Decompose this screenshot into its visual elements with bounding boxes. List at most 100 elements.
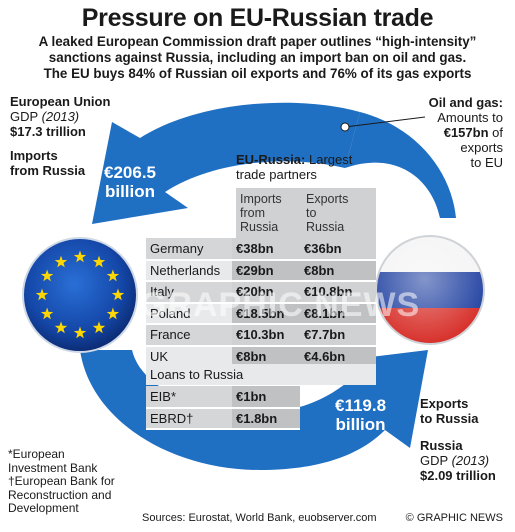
eu-star-icon — [54, 255, 68, 268]
eu-flag-icon — [22, 237, 138, 353]
eu-star-icon — [35, 288, 49, 301]
table-row: France €10.3bn €7.7bn — [146, 324, 376, 347]
imports-cell: €8bn — [232, 345, 300, 368]
col-header-imports-text-3: Russia — [240, 220, 279, 234]
oil-gas-info: Oil and gas: Amounts to €157bn of export… — [429, 95, 503, 170]
exports-cell: €10.8bn — [300, 281, 376, 304]
loans-table: EIB* €1bn EBRD† €1.8bn — [146, 386, 300, 430]
col-header-imports-text-2: from — [240, 206, 265, 220]
table-title-line-2: trade partners — [236, 167, 317, 182]
country-cell: Poland — [146, 302, 232, 325]
footnotes: *European Investment Bank †European Bank… — [8, 447, 115, 516]
eu-gdp-year: (2013) — [41, 109, 80, 124]
eu-star-icon — [92, 255, 106, 268]
imports-label-line-2: from Russia — [10, 163, 86, 178]
eu-name: European Union — [10, 94, 111, 109]
eu-star-icon — [111, 288, 125, 301]
russia-name: Russia — [420, 438, 463, 453]
imports-arrow — [92, 102, 456, 224]
subtitle-line-3: The EU buys 84% of Russian oil exports a… — [43, 66, 472, 81]
eu-star-icon — [106, 269, 120, 282]
loans-heading: Loans to Russia — [146, 364, 376, 385]
russia-gdp-value: $2.09 trillion — [420, 468, 496, 483]
country-cell: Italy — [146, 281, 232, 304]
oil-gas-of: of — [492, 125, 503, 140]
table-row: EIB* €1bn — [146, 386, 300, 409]
table-title: EU-Russia: Largest trade partners — [236, 152, 352, 182]
exports-cell: €7.7bn — [300, 324, 376, 347]
russia-info: Russia GDP (2013) $2.09 trillion — [420, 438, 496, 483]
table-row: Germany €38bn €36bn — [146, 238, 376, 261]
footnote-line-1: *European — [8, 447, 65, 461]
amount-cell: €1bn — [232, 386, 300, 409]
imports-cell: €29bn — [232, 259, 300, 282]
eu-star-icon — [73, 250, 87, 263]
table-row: Netherlands €29bn €8bn — [146, 259, 376, 282]
col-header-exports-text-2: to — [306, 206, 317, 220]
eu-star-icon — [40, 307, 54, 320]
oil-gas-line-4: to EU — [470, 155, 503, 170]
table-title-rest: Largest — [308, 152, 353, 167]
oil-gas-value: €157bn — [443, 125, 489, 140]
country-cell: Netherlands — [146, 259, 232, 282]
imports-label-line-1: Imports — [10, 148, 58, 163]
country-cell: Germany — [146, 238, 232, 261]
exports-cell: €8.1bn — [300, 302, 376, 325]
footnote-line-5: Development — [8, 501, 79, 515]
country-cell: France — [146, 324, 232, 347]
table-header-bg — [236, 188, 376, 238]
exports-label-line-2: to Russia — [420, 411, 479, 426]
exports-cell: €8bn — [300, 259, 376, 282]
exports-label-line-1: Exports — [420, 396, 469, 411]
imports-value: €206.5 billion — [104, 163, 156, 201]
eu-star-icon — [92, 321, 106, 334]
eu-star-icon — [106, 307, 120, 320]
subtitle-line-1: A leaked European Commission draft paper… — [38, 34, 477, 49]
imports-cell: €10.3bn — [232, 324, 300, 347]
russia-gdp-label: GDP — [420, 453, 448, 468]
eu-gdp: GDP (2013) — [10, 109, 110, 124]
col-header-exports-text-1: Exports — [306, 192, 349, 206]
exports-cell: €36bn — [300, 238, 376, 261]
watermark: GRAPHIC NEWS — [140, 286, 421, 324]
oil-gas-heading: Oil and gas: — [428, 95, 503, 110]
page-title: Pressure on EU-Russian trade — [81, 4, 434, 32]
exports-label: Exports to Russia — [420, 396, 479, 426]
lender-cell: EIB* — [146, 386, 232, 409]
col-header-imports-text-1: Imports — [240, 192, 282, 206]
footnote-line-2: Investment Bank — [8, 460, 98, 475]
oil-gas-line-1: Amounts to — [437, 110, 503, 125]
oil-gas-leader — [344, 116, 426, 128]
imports-value-line-1: €206.5 — [104, 163, 156, 182]
table-row: EBRD† €1.8bn — [146, 407, 300, 430]
footnote-line-3: †European Bank for — [8, 474, 115, 488]
eu-star-icon — [73, 326, 87, 339]
eu-gdp-label: GDP — [10, 109, 38, 124]
table-row: Poland €18.5bn €8.1bn — [146, 302, 376, 325]
exports-arrow — [80, 350, 428, 470]
imports-cell: €18.5bn — [232, 302, 300, 325]
footnote-line-4: Reconstruction and — [8, 487, 112, 502]
exports-cell: €4.6bn — [300, 345, 376, 368]
imports-value-line-2: billion — [104, 182, 156, 201]
eu-star-icon — [40, 269, 54, 282]
table-row: Italy €20bn €10.8bn — [146, 281, 376, 304]
credit: © GRAPHIC NEWS — [405, 512, 503, 524]
russia-gdp-year: (2013) — [451, 453, 490, 468]
imports-cell: €38bn — [232, 238, 300, 261]
eu-info: European Union GDP (2013) $17.3 trillion — [10, 94, 110, 139]
lender-cell: EBRD† — [146, 407, 232, 430]
oil-gas-line-3: exports — [460, 140, 503, 155]
oil-gas-line-2: €157bn of — [429, 125, 503, 140]
eu-star-icon — [54, 321, 68, 334]
subtitle: A leaked European Commission draft paper… — [6, 34, 509, 82]
table-title-line-1: EU-Russia: Largest — [236, 152, 352, 167]
amount-cell: €1.8bn — [232, 407, 300, 430]
col-header-exports-text-3: Russia — [306, 220, 345, 234]
exports-value-line-1: €119.8 — [335, 396, 387, 415]
col-header-imports-overlay: Imports from Russia — [240, 192, 282, 234]
russia-gdp: GDP (2013) — [420, 453, 496, 468]
imports-cell: €20bn — [232, 281, 300, 304]
table-title-bold: EU-Russia: — [236, 152, 306, 167]
